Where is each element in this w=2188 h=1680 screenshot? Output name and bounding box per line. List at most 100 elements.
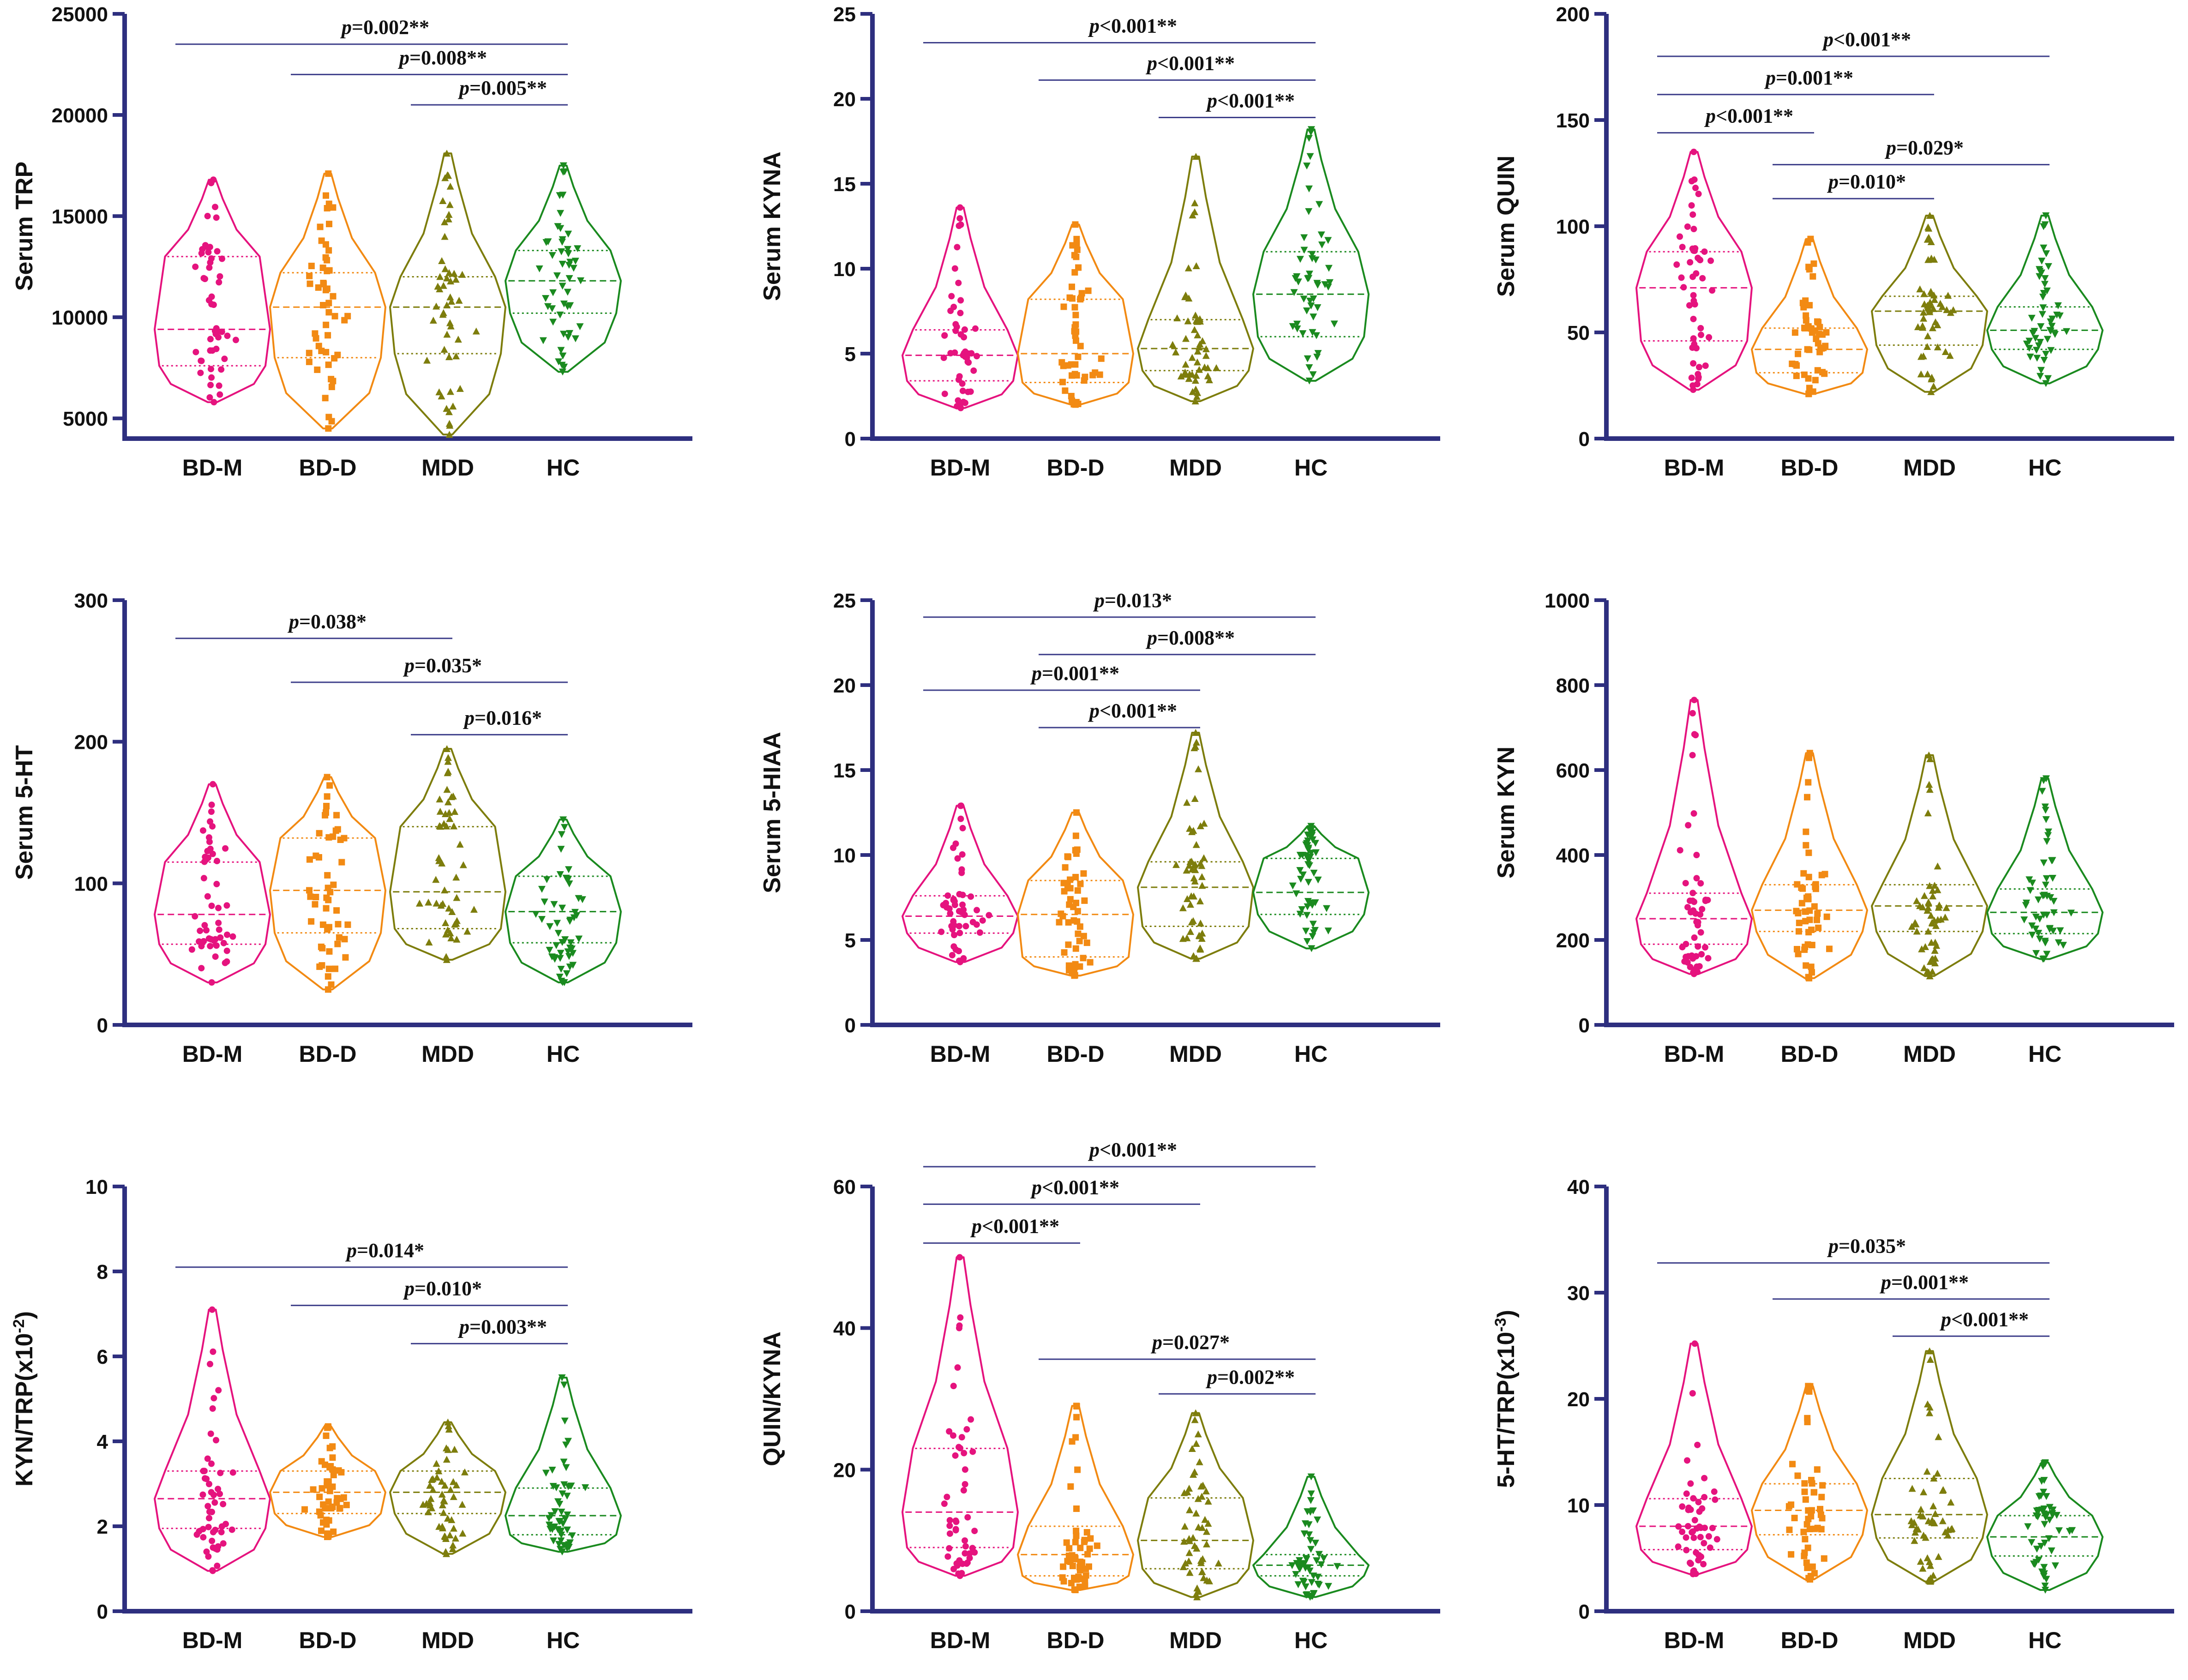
data-point — [433, 302, 440, 310]
data-point — [436, 795, 444, 803]
data-point — [563, 1493, 571, 1500]
data-point — [1684, 904, 1691, 911]
data-point — [449, 1478, 457, 1485]
data-point — [1191, 312, 1199, 319]
data-point — [1930, 382, 1937, 390]
x-category-label: MDD — [1903, 1041, 1956, 1067]
data-point — [325, 1530, 332, 1537]
data-point — [1683, 953, 1689, 960]
data-point — [1067, 876, 1074, 883]
chart-panel-9: 0 10 20 30 40 5-HT/TRP(x10-3) BD-M BD-D MDD HC p=0… — [1492, 1176, 2174, 1653]
data-point — [2036, 935, 2044, 943]
data-point — [950, 303, 957, 310]
data-point — [438, 1478, 445, 1485]
data-point — [1815, 340, 1821, 347]
data-point — [1294, 278, 1302, 286]
data-point — [1691, 731, 1698, 738]
data-point — [570, 265, 577, 272]
data-point — [323, 192, 330, 199]
data-point — [560, 300, 568, 307]
data-point — [216, 382, 222, 389]
data-point — [2032, 335, 2039, 342]
data-point — [1076, 1564, 1083, 1571]
data-point — [441, 810, 449, 817]
data-point — [1908, 1485, 1916, 1492]
data-point — [1304, 903, 1311, 910]
data-point — [558, 1374, 566, 1381]
data-point — [1296, 256, 1304, 263]
data-point — [1192, 1409, 1200, 1416]
data-point — [432, 876, 440, 883]
data-point — [952, 321, 959, 328]
data-point — [1309, 329, 1316, 336]
data-point — [1693, 1549, 1700, 1556]
data-point — [199, 1491, 206, 1498]
data-point — [548, 953, 556, 961]
data-point — [1310, 1572, 1317, 1580]
chart-panel-7: 0 2 4 6 8 10 KYN/TRP(x10-2) BD-M BD-D MDD HC p=0.01… — [10, 1176, 692, 1653]
data-point — [435, 854, 443, 861]
data-point — [1062, 864, 1069, 871]
data-point — [200, 275, 207, 282]
data-point — [1288, 1562, 1296, 1569]
data-point — [2041, 1460, 2049, 1468]
data-point — [1075, 930, 1082, 937]
data-point — [1685, 822, 1692, 829]
y-axis-label: Serum 5-HIAA — [759, 732, 786, 893]
violin-bd-m — [1635, 697, 1753, 977]
data-point — [1690, 1495, 1697, 1502]
data-point — [205, 1523, 212, 1530]
data-point — [212, 936, 219, 943]
data-point — [207, 818, 214, 825]
y-tick-label: 20 — [1567, 1388, 1590, 1411]
y-tick-label: 2 — [97, 1516, 108, 1538]
p-value-label: p<0.001** — [1088, 1138, 1177, 1161]
data-point — [1060, 1578, 1067, 1585]
data-point — [2028, 1539, 2036, 1546]
data-point — [214, 1562, 221, 1569]
chart-panel-1: 5000 10000 15000 20000 25000 Serum TRP BD-M BD-… — [11, 3, 692, 481]
data-point — [1196, 944, 1204, 951]
data-point — [542, 295, 550, 302]
data-point — [213, 345, 220, 352]
data-point — [1819, 1515, 1826, 1522]
data-point — [1067, 885, 1074, 891]
data-point — [2043, 1576, 2050, 1583]
data-point — [1926, 755, 1934, 762]
data-point — [1076, 1584, 1083, 1590]
p-value-label: p<0.001** — [1821, 28, 1911, 51]
violin-outline — [902, 206, 1019, 409]
data-point — [1172, 861, 1180, 868]
data-point — [566, 1539, 574, 1547]
data-point — [1194, 347, 1202, 355]
violin-mdd — [1871, 751, 1988, 980]
data-point — [560, 1381, 568, 1389]
data-point — [425, 898, 433, 906]
data-point — [452, 920, 460, 927]
data-point — [1800, 304, 1807, 311]
data-point — [965, 350, 972, 357]
data-point — [1792, 361, 1799, 367]
data-point — [1303, 307, 1310, 315]
data-point — [1059, 379, 1066, 385]
data-point — [1073, 235, 1080, 242]
data-point — [1684, 1457, 1691, 1464]
data-point — [1709, 1524, 1716, 1531]
data-point — [2055, 1527, 2063, 1535]
y-tick-label: 25000 — [52, 3, 108, 26]
p-value-label: p=0.008** — [397, 46, 487, 69]
violin-bd-d — [269, 774, 386, 993]
data-point — [947, 910, 954, 917]
y-tick-label: 20000 — [52, 104, 108, 127]
data-point — [954, 1364, 961, 1371]
data-point — [453, 935, 461, 943]
data-point — [1076, 923, 1083, 930]
data-point — [213, 214, 220, 221]
data-point — [1314, 876, 1322, 884]
data-point — [2035, 930, 2043, 937]
data-point — [558, 831, 565, 838]
data-point — [215, 904, 222, 911]
data-point — [1697, 325, 1704, 331]
data-point — [558, 248, 565, 255]
data-point — [1072, 337, 1079, 344]
